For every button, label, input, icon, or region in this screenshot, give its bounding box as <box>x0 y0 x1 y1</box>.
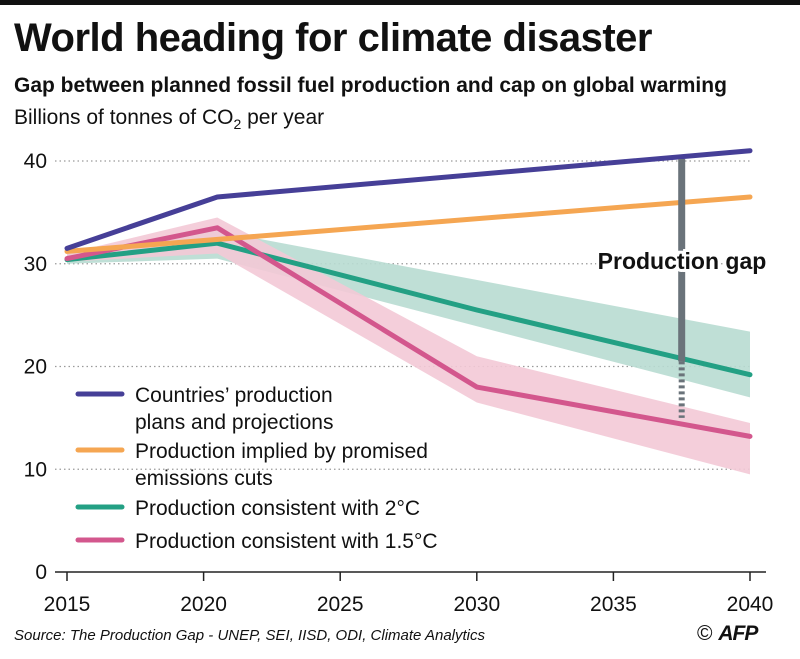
legend-label-3: Production consistent with 2°C <box>135 497 420 520</box>
y-axis-labels: 0 10 20 30 40 <box>24 150 47 584</box>
x-tick-label: 2040 <box>727 593 774 616</box>
y-tick-label: 0 <box>35 561 47 584</box>
line-series-3 <box>64 240 753 378</box>
production-gap-label: Production gap <box>598 248 767 274</box>
y-tick-label: 20 <box>24 356 47 379</box>
x-axis: 2015 2020 2025 2030 2035 2040 <box>44 571 774 616</box>
copyright-symbol: © <box>697 622 713 645</box>
y-tick-label: 10 <box>24 458 47 481</box>
unit-subscript: 2 <box>233 116 242 133</box>
x-tick-label: 2015 <box>44 593 91 616</box>
afp-logo: AFP <box>718 622 758 645</box>
afp-credit: © AFP <box>697 622 758 646</box>
unit-suffix: per year <box>241 106 325 129</box>
legend-label-2: emissions cuts <box>135 467 273 490</box>
unit-prefix: Billions of tonnes of CO <box>14 106 234 129</box>
y-tick-label: 30 <box>24 253 47 276</box>
top-rule <box>0 0 800 5</box>
legend-label-4: Production consistent with 1.5°C <box>135 530 438 553</box>
source-note: Source: The Production Gap - UNEP, SEI, … <box>14 627 486 644</box>
x-tick-label: 2035 <box>590 593 637 616</box>
y-axis-unit: Billions of tonnes of CO2 per year <box>14 106 324 132</box>
x-tick-label: 2030 <box>453 593 500 616</box>
y-tick-label: 40 <box>24 150 47 173</box>
legend-label-2: Production implied by promised <box>135 440 428 463</box>
grid-lines <box>55 160 750 470</box>
legend-label-1: Countries’ production <box>135 384 333 407</box>
chart-title: World heading for climate disaster <box>14 16 652 60</box>
chart-subtitle: Gap between planned fossil fuel producti… <box>14 74 727 97</box>
x-tick-label: 2025 <box>317 593 364 616</box>
series-lines <box>64 148 753 439</box>
legend-label-1: plans and projections <box>135 411 333 434</box>
x-tick-label: 2020 <box>180 593 227 616</box>
legend: Countries’ production plans and projectio… <box>75 384 438 553</box>
production-gap-annotation: Production gap <box>595 158 769 418</box>
line-series-1 <box>64 148 753 251</box>
line-series-2 <box>64 194 753 254</box>
